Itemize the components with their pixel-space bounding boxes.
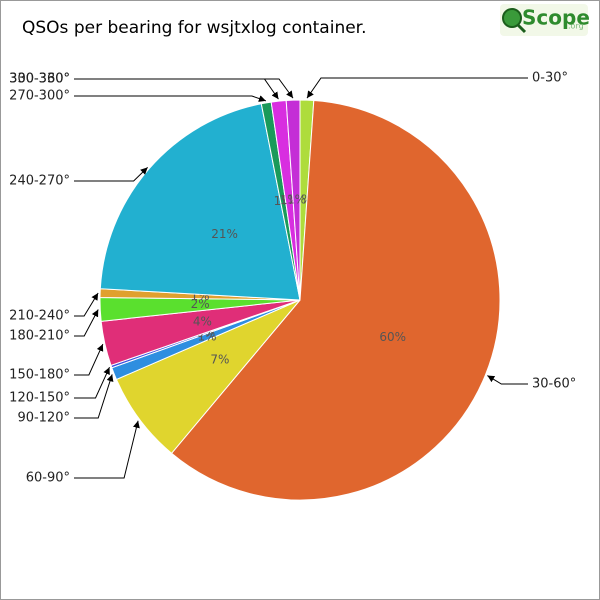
category-label: 240-270° [9, 174, 70, 189]
logo: Scope .org [500, 4, 590, 36]
leader-line [487, 375, 528, 385]
logo-icon [502, 8, 522, 28]
logo-name: Scope [522, 6, 590, 30]
value-label: 21% [211, 227, 238, 241]
value-label: 60% [379, 330, 406, 344]
logo-suffix: .org [568, 22, 584, 31]
leader-line [74, 309, 99, 337]
leader-line [74, 343, 104, 376]
logo-handle [516, 23, 527, 34]
category-label: 60-90° [26, 471, 70, 486]
category-label: 300-330° [9, 72, 70, 87]
pie-slice [285, 99, 301, 301]
category-label: 0-30° [532, 71, 568, 86]
leader-line [74, 167, 148, 182]
chart-title: QSOs per bearing for wsjtxlog container. [22, 18, 367, 38]
leader-line [74, 420, 140, 479]
pie-slice [99, 103, 301, 301]
value-label: 7% [210, 352, 229, 366]
leader-line [74, 367, 110, 399]
category-label: 180-210° [9, 329, 70, 344]
category-label: 270-300° [9, 89, 70, 104]
value-label: 4% [193, 314, 212, 328]
category-label: 30-60° [532, 377, 576, 392]
leader-line [74, 374, 114, 419]
category-label: 210-240° [9, 309, 70, 324]
value-label: 2% [191, 297, 210, 311]
leader-line [74, 292, 99, 317]
category-label: 330-360° [9, 72, 70, 87]
pie-slice [170, 99, 501, 501]
leader-line [74, 95, 267, 102]
value-label: 1% [287, 193, 306, 207]
category-label: 150-180° [9, 368, 70, 383]
category-label: 90-120° [17, 411, 70, 426]
leader-line [74, 78, 294, 99]
category-label: 120-150° [9, 391, 70, 406]
leader-line [306, 77, 528, 99]
